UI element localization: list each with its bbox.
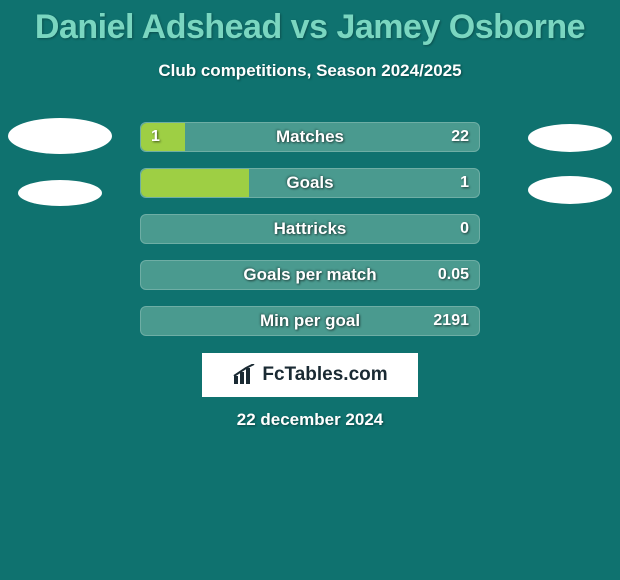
player-oval — [528, 124, 612, 152]
date-text: 22 december 2024 — [0, 410, 620, 430]
stat-bar: Goals per match0.05 — [140, 260, 480, 290]
subtitle: Club competitions, Season 2024/2025 — [0, 61, 620, 81]
bar-chart-icon — [232, 364, 258, 386]
stat-label: Goals per match — [141, 261, 479, 289]
stat-label: Hattricks — [141, 215, 479, 243]
comparison-card: Daniel Adshead vs Jamey Osborne Club com… — [0, 0, 620, 580]
stat-value-right: 22 — [451, 123, 469, 151]
stat-bar: Goals1 — [140, 168, 480, 198]
stat-value-right: 1 — [460, 169, 469, 197]
stat-value-right: 0 — [460, 215, 469, 243]
stats-bars: Matches122Goals1Hattricks0Goals per matc… — [140, 122, 480, 336]
stat-value-right: 0.05 — [438, 261, 469, 289]
player-right-ovals — [528, 124, 612, 204]
stat-bar: Hattricks0 — [140, 214, 480, 244]
player-oval — [18, 180, 102, 206]
brand-text: FcTables.com — [262, 364, 387, 386]
stat-value-left: 1 — [151, 123, 160, 151]
stat-value-right: 2191 — [433, 307, 469, 335]
stat-bar: Matches1 22 — [140, 122, 480, 152]
stat-label: Goals — [141, 169, 479, 197]
stat-bar: Min per goal2191 — [140, 306, 480, 336]
player-oval — [8, 118, 112, 154]
page-title: Daniel Adshead vs Jamey Osborne — [0, 0, 620, 47]
stat-label: Matches — [141, 123, 479, 151]
stat-label: Min per goal — [141, 307, 479, 335]
player-left-ovals — [8, 118, 112, 206]
player-oval — [528, 176, 612, 204]
brand-box[interactable]: FcTables.com — [202, 353, 418, 397]
